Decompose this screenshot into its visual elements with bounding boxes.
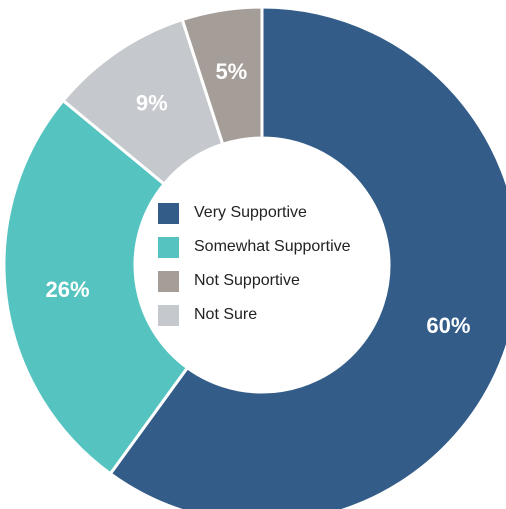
legend-item-not-sure: Not Sure — [158, 298, 388, 332]
legend-label-not-sure: Not Sure — [194, 306, 258, 323]
slice-labels: 60% 26% 9% 5% — [46, 59, 471, 338]
legend-item-very-supportive: Very Supportive — [158, 196, 388, 230]
slice-label-very-supportive: 60% — [426, 313, 470, 338]
slice-label-not-supportive: 5% — [215, 59, 247, 84]
slice-very-supportive — [108, 5, 506, 509]
legend-swatch-very-supportive — [158, 202, 179, 224]
legend-label-somewhat-supportive: Somewhat Supportive — [194, 238, 351, 255]
legend-swatch-somewhat-supportive — [158, 236, 179, 258]
legend-swatch-not-sure — [158, 304, 179, 326]
legend-item-not-supportive: Not Supportive — [158, 264, 388, 298]
slice-label-somewhat-supportive: 26% — [46, 277, 90, 302]
legend-label-not-supportive: Not Supportive — [194, 272, 300, 289]
legend-item-somewhat-supportive: Somewhat Supportive — [158, 230, 388, 264]
slice-label-not-sure: 9% — [136, 90, 168, 115]
slice-not-supportive — [180, 5, 264, 146]
slice-somewhat-supportive — [2, 99, 189, 476]
legend-swatch-not-supportive — [158, 270, 179, 292]
donut-slices — [2, 5, 506, 509]
legend-label-very-supportive: Very Supportive — [194, 204, 307, 221]
chart-legend: Very Supportive Somewhat Supportive Not … — [158, 196, 388, 332]
